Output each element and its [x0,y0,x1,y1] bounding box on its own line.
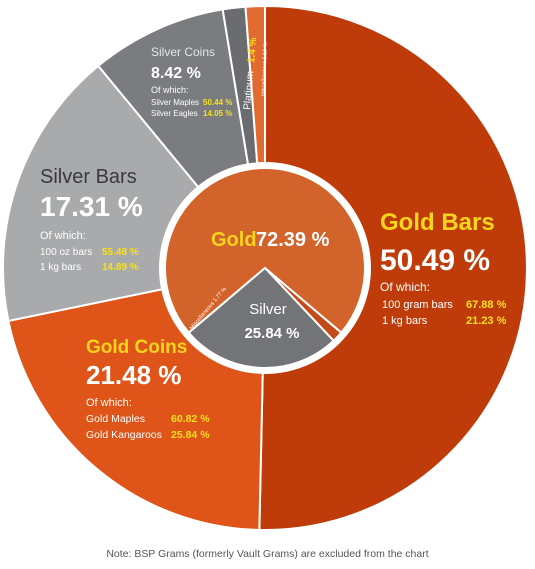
gold-coins-item-label: Gold Kangaroos [86,429,162,441]
gold-coins-of-which: Of which: [86,397,132,409]
silver-bars-item-label: 1 kg bars [40,262,81,273]
gold-coins-title: Gold Coins [86,337,187,358]
inner-silver-value: 25.84 % [244,325,299,342]
silver-bars-item-label: 100 oz bars [40,247,92,258]
gold-coins-item-value: 60.82 % [171,413,210,425]
outer-slice-gold-bars [258,4,528,531]
gold-coins-value: 21.48 % [86,360,181,390]
inner-silver-label: Silver [249,301,287,318]
gold-coins-item-label: Gold Maples [86,413,145,425]
inner-slice-gold [164,167,366,335]
silver-bars-item-value: 55.48 % [102,247,139,258]
gold-bars-value: 50.49 % [380,244,490,277]
silver-coins-of-which: Of which: [151,85,189,95]
silver-coins-title: Silver Coins [151,45,215,59]
inner-ring [159,162,371,374]
silver-bars-value: 17.31 % [40,191,143,222]
gold-bars-item-value: 21.23 % [466,315,507,327]
platinum-value: 1.4 % [246,37,259,64]
silver-coins-item-label: Silver Eagles [151,109,198,118]
gold-bars-item-value: 67.88 % [466,299,507,311]
silver-bars-title: Silver Bars [40,166,137,188]
silver-bars-item-value: 14.89 % [102,262,139,273]
silver-bars-of-which: Of which: [40,230,86,242]
inner-gold-value: 72.39 % [256,229,330,251]
gold-bars-of-which: Of which: [380,280,430,294]
outer-misc-label: Miscellaneous 1.19 % [261,42,269,96]
silver-coins-value: 8.42 % [151,65,201,82]
gold-bars-item-label: 1 kg bars [382,315,428,327]
silver-coins-item-value: 50.44 % [203,98,232,107]
gold-bars-title: Gold Bars [380,209,495,236]
platinum-title: Platinum [242,71,256,111]
inner-gold-label: Gold [211,229,257,251]
gold-coins-item-value: 25.84 % [171,429,210,441]
gold-bars-item-label: 100 gram bars [382,299,453,311]
chart-note: Note: BSP Grams (formerly Vault Grams) a… [106,548,429,560]
pie-chart: Gold 72.39 % Silver 25.84 % Miscellaneou… [2,4,528,531]
silver-coins-item-value: 14.05 % [203,109,232,118]
silver-coins-item-label: Silver Maples [151,98,199,107]
inner-slice-silver [187,266,336,369]
